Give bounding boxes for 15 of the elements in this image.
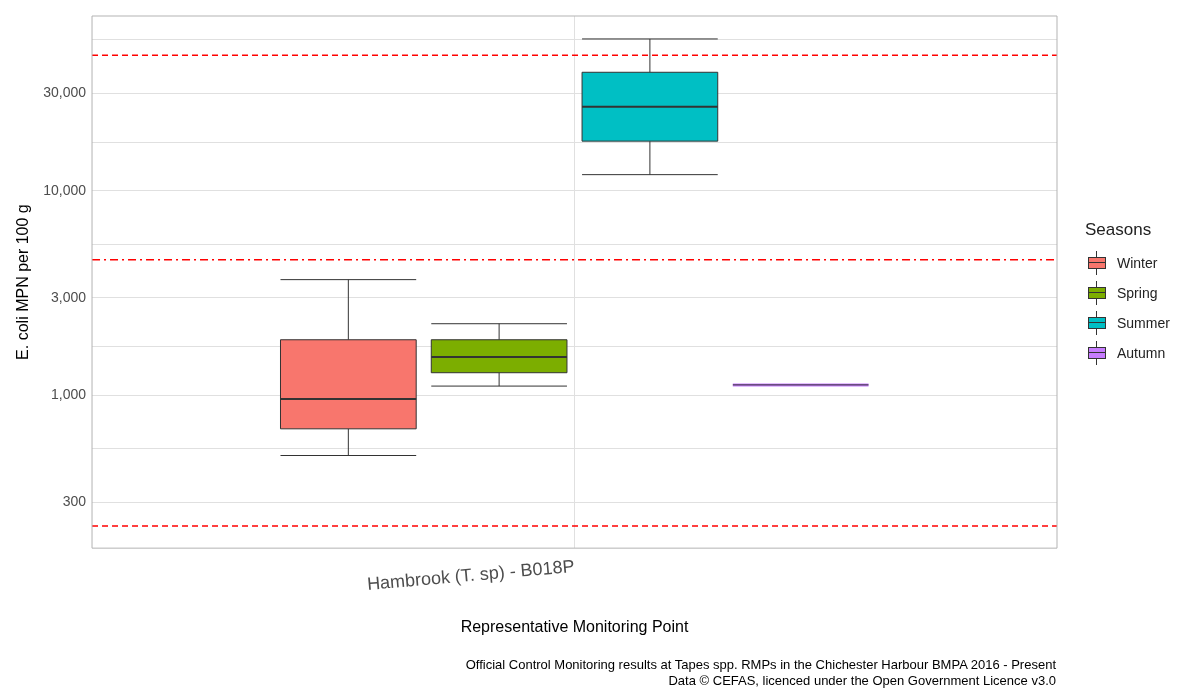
legend-title: Seasons xyxy=(1085,220,1153,240)
y-tick-label: 3,000 xyxy=(50,288,87,305)
legend-label: Summer xyxy=(1117,315,1170,331)
y-tick-label: 1,000 xyxy=(50,386,87,403)
y-axis-title: E. coli MPN per 100 g xyxy=(14,204,32,360)
x-axis-title: Representative Monitoring Point xyxy=(460,617,689,635)
text: Official Control Monitoring results at Tapes spp. RMPs in the Chichester Harbour BMPA 2016 - Present xyxy=(465,657,1056,673)
legend-label: Winter xyxy=(1117,255,1158,271)
y-tick-label: 30,000 xyxy=(43,84,87,101)
legend-label: Autumn xyxy=(1117,345,1166,361)
legend-label: Spring xyxy=(1117,285,1158,301)
y-tick-label: 300 xyxy=(62,493,87,510)
x-tick-label: Hambrook (T. sp) - B018P xyxy=(366,555,576,594)
y-tick-label: 10,000 xyxy=(43,181,87,198)
text: Data © CEFAS, licenced under the Open Government Licence v3.0 xyxy=(667,673,1056,689)
